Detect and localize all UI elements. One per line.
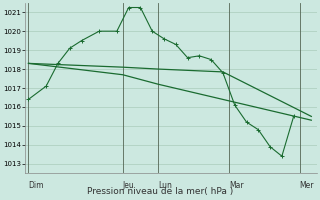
Text: Jeu: Jeu xyxy=(123,181,134,190)
Text: Mer: Mer xyxy=(300,181,314,190)
Text: Pression niveau de la mer( hPa ): Pression niveau de la mer( hPa ) xyxy=(87,187,233,196)
Text: Lun: Lun xyxy=(158,181,172,190)
Text: Dim: Dim xyxy=(28,181,44,190)
Text: Mar: Mar xyxy=(229,181,244,190)
